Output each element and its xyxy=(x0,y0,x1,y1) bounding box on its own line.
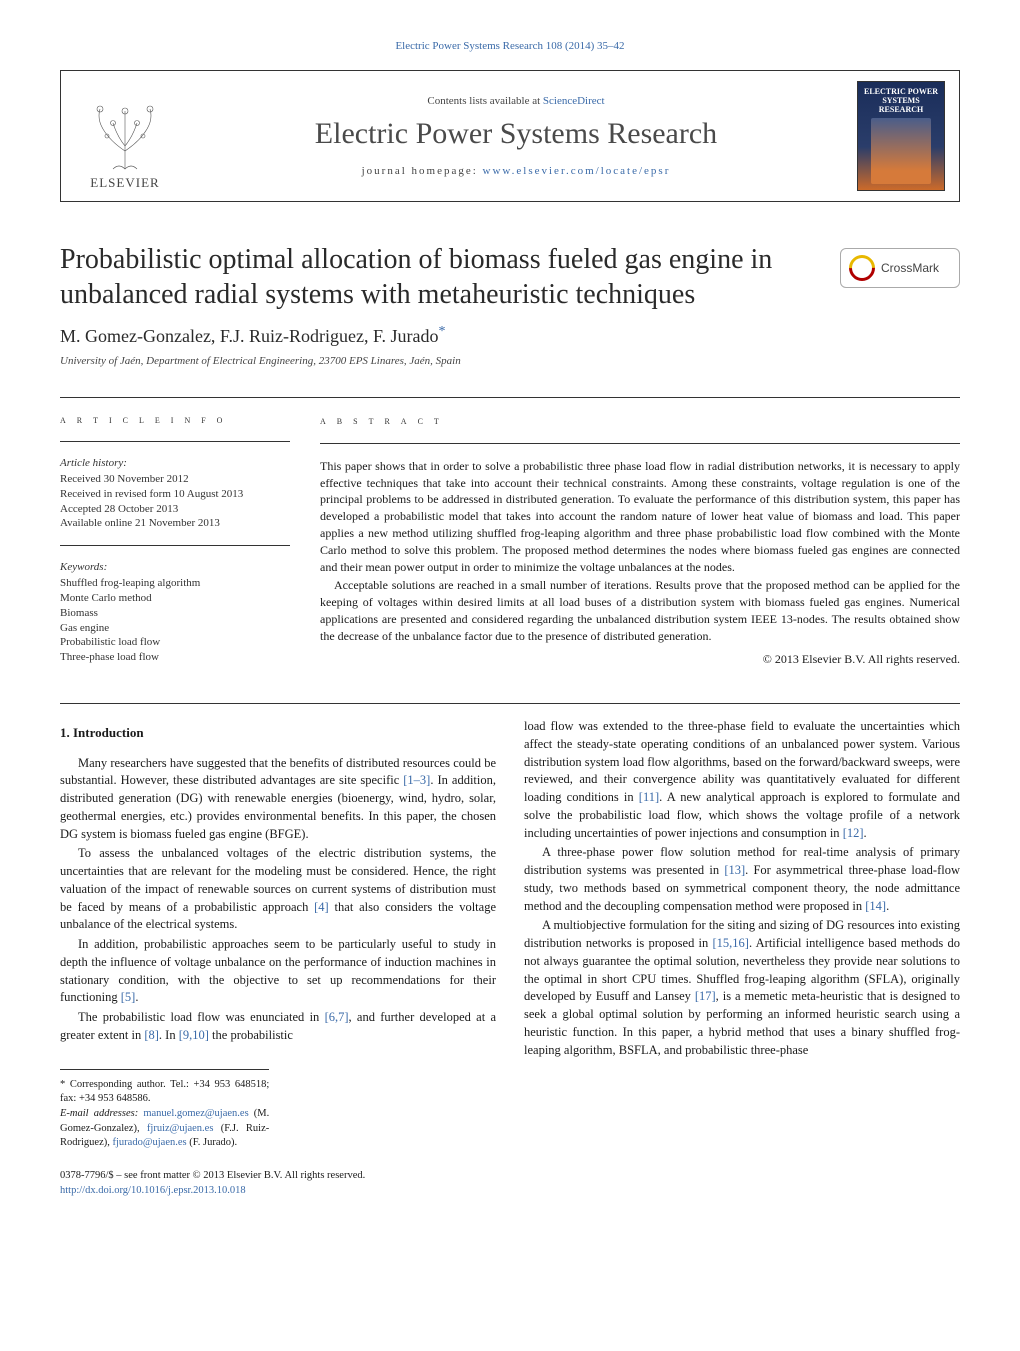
body-paragraph: To assess the unbalanced voltages of the… xyxy=(60,845,496,934)
divider xyxy=(60,397,960,398)
author-name: (F. Jurado). xyxy=(187,1137,238,1148)
footnotes: * Corresponding author. Tel.: +34 953 64… xyxy=(60,1069,269,1151)
article-title: Probabilistic optimal allocation of biom… xyxy=(60,242,820,312)
keyword: Three-phase load flow xyxy=(60,650,290,665)
citation-link[interactable]: [1–3] xyxy=(403,773,430,787)
citation-link[interactable]: [11] xyxy=(639,790,659,804)
body-paragraph: A three-phase power flow solution method… xyxy=(524,844,960,915)
body-paragraph: The probabilistic load flow was enunciat… xyxy=(60,1009,496,1045)
divider xyxy=(320,443,960,444)
article-info-column: a r t i c l e i n f o Article history: R… xyxy=(60,412,290,679)
citation-link[interactable]: [8] xyxy=(144,1028,159,1042)
publisher-block: ELSEVIER xyxy=(75,81,175,191)
crossmark-button[interactable]: CrossMark xyxy=(840,248,960,288)
keyword: Gas engine xyxy=(60,621,290,636)
email-link[interactable]: manuel.gomez@ujaen.es xyxy=(143,1108,248,1119)
homepage-line: journal homepage: www.elsevier.com/locat… xyxy=(175,165,857,177)
journal-cover: ELECTRIC POWER SYSTEMS RESEARCH xyxy=(857,81,945,191)
publisher-name: ELSEVIER xyxy=(90,175,159,191)
citation-link[interactable]: [12] xyxy=(843,826,864,840)
section-heading: 1. Introduction xyxy=(60,724,496,742)
history-line: Available online 21 November 2013 xyxy=(60,516,290,531)
homepage-prefix: journal homepage: xyxy=(362,165,483,177)
divider xyxy=(60,545,290,546)
citation-link[interactable]: [14] xyxy=(865,899,886,913)
journal-citation[interactable]: Electric Power Systems Research 108 (201… xyxy=(60,40,960,52)
emails-label: E-mail addresses: xyxy=(60,1108,143,1119)
crossmark-label: CrossMark xyxy=(881,261,939,275)
body-paragraph: In addition, probabilistic approaches se… xyxy=(60,936,496,1007)
keywords-label: Keywords: xyxy=(60,560,290,575)
history-line: Received 30 November 2012 xyxy=(60,472,290,487)
body-paragraph: A multiobjective formulation for the sit… xyxy=(524,917,960,1059)
bottom-bar: 0378-7796/$ – see front matter © 2013 El… xyxy=(60,1169,960,1198)
left-column: 1. Introduction Many researchers have su… xyxy=(60,718,496,1151)
authors-line: M. Gomez-Gonzalez, F.J. Ruiz-Rodriguez, … xyxy=(60,324,960,347)
journal-masthead: ELSEVIER Contents lists available at Sci… xyxy=(60,70,960,202)
article-info-heading: a r t i c l e i n f o xyxy=(60,412,290,427)
keyword: Probabilistic load flow xyxy=(60,635,290,650)
history-line: Accepted 28 October 2013 xyxy=(60,502,290,517)
email-link[interactable]: fjurado@ujaen.es xyxy=(113,1137,187,1148)
affiliation: University of Jaén, Department of Electr… xyxy=(60,355,960,367)
citation-link[interactable]: [17] xyxy=(695,989,716,1003)
citation-link[interactable]: [9,10] xyxy=(179,1028,209,1042)
divider xyxy=(60,441,290,442)
history-label: Article history: xyxy=(60,456,290,471)
citation-link[interactable]: [6,7] xyxy=(325,1010,349,1024)
citation-link[interactable]: [4] xyxy=(314,900,329,914)
corresponding-footnote: * Corresponding author. Tel.: +34 953 64… xyxy=(60,1078,269,1107)
citation-link[interactable]: [15,16] xyxy=(713,936,749,950)
cover-title: ELECTRIC POWER SYSTEMS RESEARCH xyxy=(864,88,938,114)
emails-line: E-mail addresses: manuel.gomez@ujaen.es … xyxy=(60,1107,269,1151)
citation-link[interactable]: [5] xyxy=(121,990,136,1004)
history-line: Received in revised form 10 August 2013 xyxy=(60,487,290,502)
masthead-center: Contents lists available at ScienceDirec… xyxy=(175,95,857,177)
abstract-copyright: © 2013 Elsevier B.V. All rights reserved… xyxy=(320,651,960,668)
body-two-column: 1. Introduction Many researchers have su… xyxy=(60,718,960,1151)
contents-line: Contents lists available at ScienceDirec… xyxy=(175,95,857,107)
abstract-heading: a b s t r a c t xyxy=(320,412,960,429)
abstract-column: a b s t r a c t This paper shows that in… xyxy=(320,412,960,679)
keyword: Biomass xyxy=(60,606,290,621)
divider xyxy=(60,703,960,704)
body-paragraph: load flow was extended to the three-phas… xyxy=(524,718,960,842)
corresponding-mark-icon: * xyxy=(439,324,446,339)
front-matter-line: 0378-7796/$ – see front matter © 2013 El… xyxy=(60,1169,960,1184)
email-link[interactable]: fjruiz@ujaen.es xyxy=(147,1123,214,1134)
abstract-paragraph: Acceptable solutions are reached in a sm… xyxy=(320,577,960,644)
sciencedirect-link[interactable]: ScienceDirect xyxy=(543,95,605,107)
elsevier-tree-icon xyxy=(85,101,165,171)
cover-image-icon xyxy=(871,118,931,184)
right-column: load flow was extended to the three-phas… xyxy=(524,718,960,1151)
keyword: Monte Carlo method xyxy=(60,591,290,606)
homepage-link[interactable]: www.elsevier.com/locate/epsr xyxy=(483,165,671,177)
crossmark-icon xyxy=(844,250,881,287)
contents-prefix: Contents lists available at xyxy=(427,95,542,107)
body-paragraph: Many researchers have suggested that the… xyxy=(60,755,496,844)
journal-name: Electric Power Systems Research xyxy=(175,117,857,151)
abstract-paragraph: This paper shows that in order to solve … xyxy=(320,458,960,576)
keyword: Shuffled frog-leaping algorithm xyxy=(60,576,290,591)
citation-link[interactable]: [13] xyxy=(724,863,745,877)
authors: M. Gomez-Gonzalez, F.J. Ruiz-Rodriguez, … xyxy=(60,326,439,346)
doi-link[interactable]: http://dx.doi.org/10.1016/j.epsr.2013.10… xyxy=(60,1185,246,1196)
